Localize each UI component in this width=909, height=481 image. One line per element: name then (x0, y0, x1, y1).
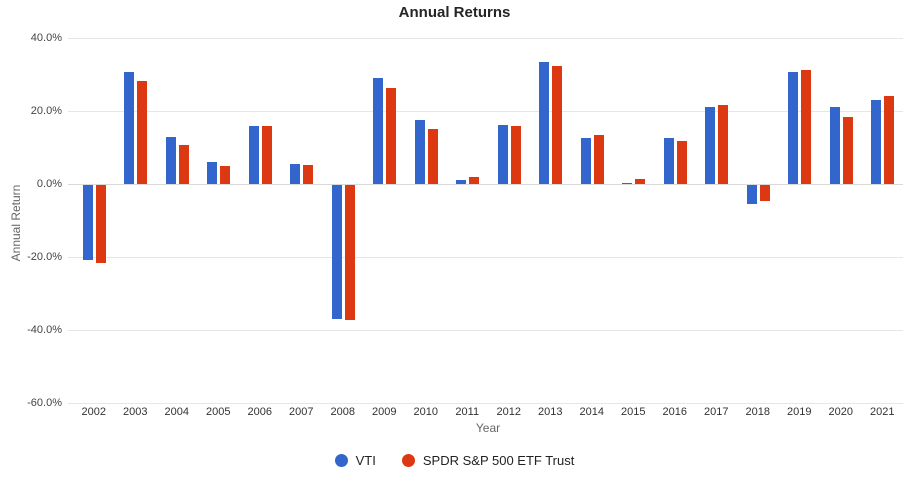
plot-area (68, 38, 903, 404)
x-tick-label-2021: 2021 (870, 406, 895, 418)
bar-vti-2014[interactable] (580, 138, 591, 184)
x-tick-label-2004: 2004 (164, 406, 189, 418)
bar-spdr-s-p-500-etf-trust-2007[interactable] (303, 165, 314, 184)
bar-spdr-s-p-500-etf-trust-2021[interactable] (884, 96, 895, 184)
bar-vti-2012[interactable] (497, 124, 508, 184)
x-tick-label-2013: 2013 (538, 406, 563, 418)
bar-spdr-s-p-500-etf-trust-2012[interactable] (510, 125, 521, 184)
gridline (68, 111, 903, 112)
bar-spdr-s-p-500-etf-trust-2014[interactable] (593, 135, 604, 184)
gridline (68, 403, 903, 404)
bar-spdr-s-p-500-etf-trust-2019[interactable] (801, 70, 812, 184)
bar-spdr-s-p-500-etf-trust-2005[interactable] (220, 166, 231, 184)
x-tick-label-2008: 2008 (330, 406, 355, 418)
y-tick-label: -20.0% (27, 251, 62, 263)
bar-vti-2005[interactable] (207, 161, 218, 184)
zero-gridline (68, 184, 903, 185)
x-tick-label-2014: 2014 (579, 406, 604, 418)
gridline (68, 330, 903, 331)
bar-vti-2003[interactable] (124, 71, 135, 184)
bar-spdr-s-p-500-etf-trust-2020[interactable] (842, 116, 853, 184)
bar-spdr-s-p-500-etf-trust-2017[interactable] (718, 105, 729, 184)
x-tick-label-2017: 2017 (704, 406, 729, 418)
bar-spdr-s-p-500-etf-trust-2016[interactable] (676, 140, 687, 184)
x-tick-label-2006: 2006 (247, 406, 272, 418)
gridline (68, 38, 903, 39)
y-tick-label: -60.0% (27, 397, 62, 409)
x-tick-label-2012: 2012 (496, 406, 521, 418)
bar-vti-2007[interactable] (290, 164, 301, 184)
bar-vti-2020[interactable] (829, 106, 840, 184)
bar-vti-2002[interactable] (82, 185, 93, 260)
chart-title: Annual Returns (398, 4, 511, 21)
y-tick-label: 20.0% (30, 105, 62, 117)
x-tick-label-2020: 2020 (828, 406, 853, 418)
bar-spdr-s-p-500-etf-trust-2006[interactable] (261, 125, 272, 184)
y-tick-label: -40.0% (27, 324, 62, 336)
bar-spdr-s-p-500-etf-trust-2004[interactable] (178, 144, 189, 184)
x-tick-label-2015: 2015 (621, 406, 646, 418)
bar-vti-2013[interactable] (539, 62, 550, 184)
bar-vti-2015[interactable] (622, 182, 633, 184)
legend: VTI SPDR S&P 500 ETF Trust (0, 453, 909, 468)
bar-spdr-s-p-500-etf-trust-2009[interactable] (386, 88, 397, 184)
bar-vti-2018[interactable] (746, 185, 757, 204)
bar-spdr-s-p-500-etf-trust-2002[interactable] (95, 185, 106, 264)
x-tick-label-2003: 2003 (123, 406, 148, 418)
legend-item-spdr-s-p-500-etf-trust[interactable]: SPDR S&P 500 ETF Trust (401, 453, 575, 468)
legend-series-label: SPDR S&P 500 ETF Trust (422, 453, 575, 468)
bar-vti-2006[interactable] (248, 126, 259, 184)
bar-vti-2009[interactable] (373, 78, 384, 184)
bar-vti-2010[interactable] (414, 120, 425, 184)
gridline (68, 257, 903, 258)
x-tick-label-2002: 2002 (81, 406, 106, 418)
legend-series-dot-icon (334, 454, 348, 467)
bar-vti-2008[interactable] (331, 185, 342, 320)
bar-spdr-s-p-500-etf-trust-2015[interactable] (635, 179, 646, 184)
x-tick-label-2010: 2010 (413, 406, 438, 418)
bar-vti-2019[interactable] (788, 72, 799, 184)
x-tick-label-2005: 2005 (206, 406, 231, 418)
x-tick-label-2011: 2011 (455, 406, 480, 418)
y-tick-label: 0.0% (36, 178, 62, 190)
legend-series-dot-icon (401, 454, 415, 467)
x-tick-label-2007: 2007 (289, 406, 314, 418)
x-axis-title: Year (475, 421, 501, 435)
bar-spdr-s-p-500-etf-trust-2018[interactable] (759, 185, 770, 202)
bar-vti-2016[interactable] (663, 137, 674, 184)
bar-spdr-s-p-500-etf-trust-2011[interactable] (469, 177, 480, 184)
bar-vti-2021[interactable] (871, 100, 882, 184)
legend-series-label: VTI (355, 453, 376, 468)
bar-spdr-s-p-500-etf-trust-2008[interactable] (344, 185, 355, 321)
y-tick-label: 40.0% (30, 32, 62, 44)
bar-spdr-s-p-500-etf-trust-2003[interactable] (137, 80, 148, 184)
x-tick-label-2019: 2019 (787, 406, 812, 418)
x-tick-label-2018: 2018 (745, 406, 770, 418)
bar-vti-2017[interactable] (705, 106, 716, 184)
x-tick-label-2016: 2016 (662, 406, 687, 418)
bar-vti-2004[interactable] (165, 137, 176, 184)
bar-spdr-s-p-500-etf-trust-2013[interactable] (552, 66, 563, 184)
bar-vti-2011[interactable] (456, 180, 467, 184)
legend-item-vti[interactable]: VTI (334, 453, 376, 468)
x-tick-label-2009: 2009 (372, 406, 397, 418)
bar-spdr-s-p-500-etf-trust-2010[interactable] (427, 129, 438, 184)
